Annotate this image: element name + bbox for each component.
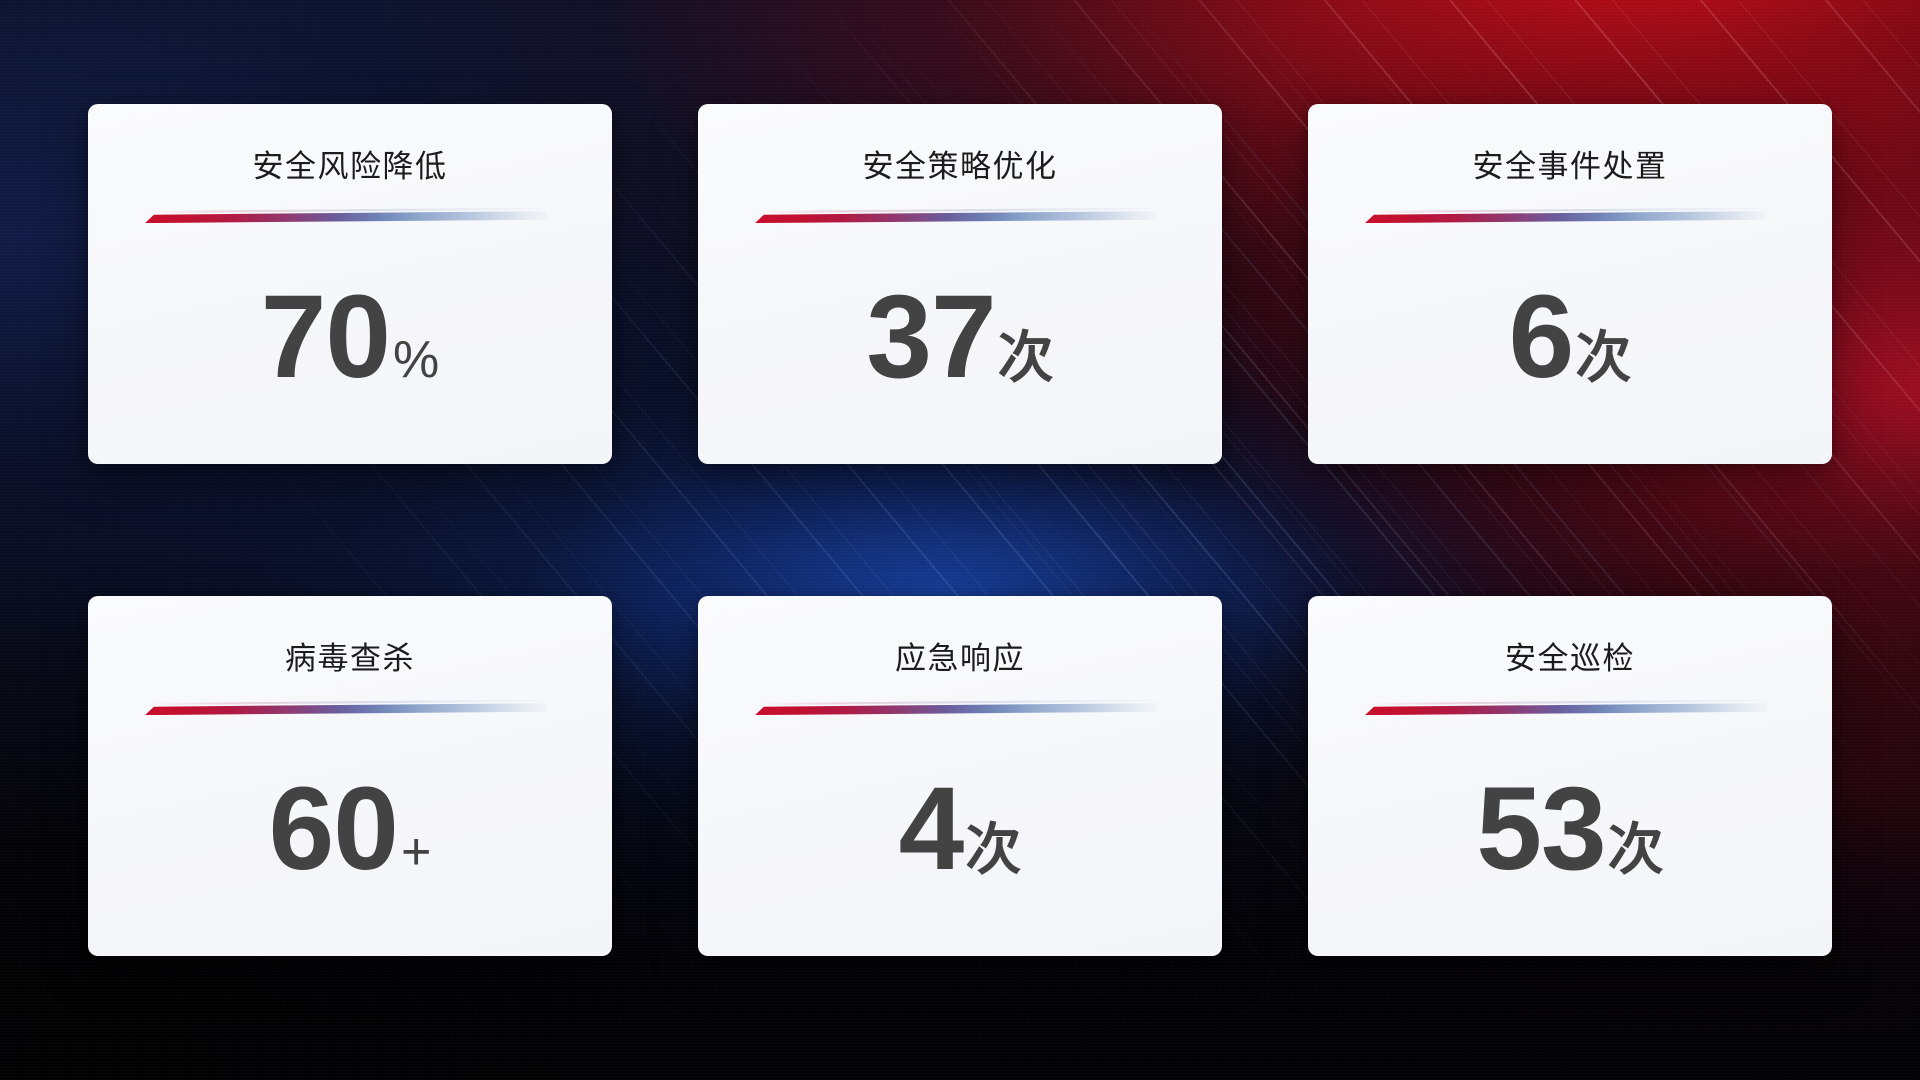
stat-unit: 次	[965, 818, 1022, 882]
accent-divider-bar	[145, 703, 547, 716]
accent-divider	[1365, 207, 1767, 224]
accent-divider-bar	[1365, 703, 1767, 716]
accent-divider-bar	[1365, 211, 1767, 224]
stat-unit: %	[393, 331, 440, 390]
accent-divider-bar	[145, 211, 547, 224]
stat-card-title: 安全策略优化	[862, 149, 1058, 184]
stat-card-title: 病毒查杀	[285, 641, 415, 676]
accent-divider	[145, 699, 547, 716]
stat-metric: 60 +	[268, 763, 432, 896]
accent-divider-bar	[755, 703, 1157, 716]
accent-divider-bar	[755, 211, 1157, 224]
stat-value: 53	[1476, 763, 1606, 896]
stat-card-grid: 安全风险降低 70 % 安全策略优化 37 次 安全事件处置	[88, 104, 1832, 956]
stat-unit: 次	[1607, 818, 1664, 882]
stat-card[interactable]: 应急响应 4 次	[698, 596, 1222, 956]
stat-value: 37	[866, 271, 996, 404]
stat-card-title: 安全风险降低	[252, 149, 448, 184]
stat-card[interactable]: 安全策略优化 37 次	[698, 104, 1222, 464]
stat-card-title: 安全事件处置	[1472, 149, 1668, 184]
accent-divider	[1365, 699, 1767, 716]
stat-unit: 次	[997, 326, 1054, 390]
stat-metric: 6 次	[1508, 271, 1632, 404]
accent-divider	[755, 207, 1157, 224]
stat-metric: 70 %	[260, 271, 440, 404]
stat-value: 60	[268, 763, 399, 896]
stat-metric: 53 次	[1476, 763, 1664, 896]
stat-unit: 次	[1575, 326, 1632, 390]
stat-card[interactable]: 安全风险降低 70 %	[88, 104, 612, 464]
stat-card-title: 安全巡检	[1505, 641, 1635, 676]
stat-unit: +	[400, 823, 432, 882]
stat-value: 70	[260, 271, 391, 404]
stat-card[interactable]: 病毒查杀 60 +	[88, 596, 612, 956]
stat-card-title: 应急响应	[895, 641, 1025, 676]
accent-divider	[145, 207, 547, 224]
stat-metric: 37 次	[866, 271, 1054, 404]
stat-metric: 4 次	[898, 763, 1022, 896]
stat-card[interactable]: 安全巡检 53 次	[1308, 596, 1832, 956]
stat-value: 6	[1508, 271, 1575, 404]
accent-divider	[755, 699, 1157, 716]
stat-value: 4	[898, 763, 965, 896]
stat-card[interactable]: 安全事件处置 6 次	[1308, 104, 1832, 464]
